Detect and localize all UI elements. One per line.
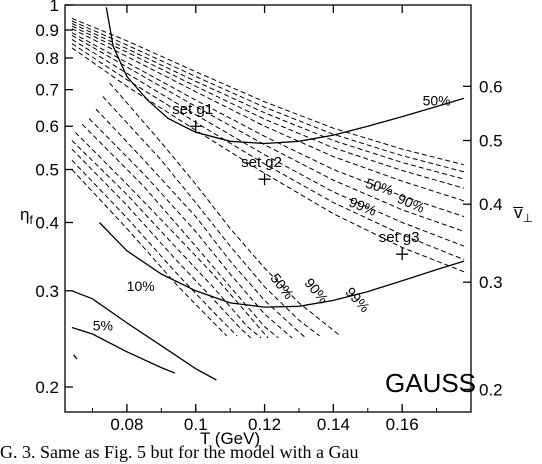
ticks-layer: 0.08 0.1 0.12 0.14 0.16 0.2 0.3 0.4 0.5 0.6 0.7 0.8… — [35, 0, 502, 434]
dashed-curve-1-5 — [74, 131, 269, 339]
y2-tick-label-4: 0.6 — [479, 77, 503, 96]
y2-tick-label-3: 0.5 — [479, 132, 503, 151]
x-tick-label-1: 0.1 — [184, 415, 208, 434]
dashed-label-0-0: 50% — [364, 175, 395, 198]
set-label-1: set g2 — [241, 154, 282, 171]
curve-label-1: 10% — [127, 278, 155, 294]
y-tick-label-4: 0.6 — [35, 117, 59, 136]
caption: G. 3. Same as Fig. 5 but for the model w… — [0, 442, 359, 462]
dashed-curve-1-3 — [88, 118, 293, 339]
dashed-curve-0-3 — [71, 25, 465, 189]
dashed-curve-0-0 — [71, 17, 465, 166]
dashed-curve-1-4 — [81, 123, 279, 339]
set-marker-1 — [258, 173, 271, 186]
y-tick-label-0: 0.2 — [35, 378, 59, 397]
set-marker-2 — [396, 248, 409, 261]
dashed-curve-1-6 — [71, 140, 262, 339]
y-axis-title: ηf — [20, 205, 33, 227]
dashed-curve-1-9 — [71, 169, 228, 337]
dashed-label-1-2: 99% — [342, 284, 373, 316]
dashed-curve-1-1 — [102, 96, 320, 337]
solid-curve-1 — [98, 222, 465, 308]
set-marker-0 — [189, 120, 202, 133]
curve-label-2: 5% — [93, 317, 113, 333]
dashed-curve-0-7 — [71, 38, 465, 247]
dashed-curve-0-8 — [71, 43, 465, 261]
set-label-2: set g3 — [379, 229, 420, 246]
dashed-curve-1-7 — [71, 148, 252, 339]
y-tick-label-2: 0.4 — [35, 213, 59, 232]
x-tick-label-4: 0.16 — [386, 415, 419, 434]
y2-axis-title: v̅⊥ — [513, 203, 533, 225]
dashed-curve-0-1 — [71, 20, 465, 173]
plot-frame — [64, 4, 472, 413]
solid-curve-2 — [71, 290, 217, 381]
y-tick-label-6: 0.8 — [35, 49, 59, 68]
dashed-label-0-1: 90% — [395, 190, 427, 216]
y-tick-label-1: 0.3 — [35, 282, 59, 301]
y2-tick-label-1: 0.3 — [479, 273, 503, 292]
dashed-curve-0-4 — [71, 28, 465, 202]
y2-tick-label-2: 0.4 — [479, 195, 503, 214]
dashed-curve-1-0 — [109, 82, 341, 337]
x-tick-label-3: 0.14 — [317, 415, 350, 434]
dashed-curve-0-2 — [71, 23, 465, 180]
x-tick-label-0: 0.08 — [110, 415, 143, 434]
y2-tick-label-0: 0.2 — [479, 380, 503, 399]
x-axis-title: T (GeV) — [200, 429, 260, 448]
y-tick-label-7: 0.9 — [35, 21, 59, 40]
dashed-curve-0-9 — [71, 47, 465, 273]
x-tick-label-2: 0.12 — [248, 415, 281, 434]
curve-label-0: 50% — [423, 92, 451, 108]
dashed-curve-0-5 — [71, 32, 465, 218]
set-label-0: set g1 — [172, 101, 213, 118]
curves-layer — [71, 7, 465, 381]
y-tick-label-3: 0.5 — [35, 161, 59, 180]
y-tick-label-8: 1 — [50, 0, 59, 15]
dashed-curve-1-8 — [71, 159, 238, 337]
y-tick-label-5: 0.7 — [35, 81, 59, 100]
dashed-curve-1-2 — [95, 108, 307, 339]
watermark: GAUSS — [385, 368, 476, 398]
stray-mark — [73, 354, 78, 360]
solid-curve-3 — [71, 326, 176, 374]
solid-curve-0 — [105, 7, 465, 145]
dashed-label-0-2: 99% — [347, 194, 379, 219]
